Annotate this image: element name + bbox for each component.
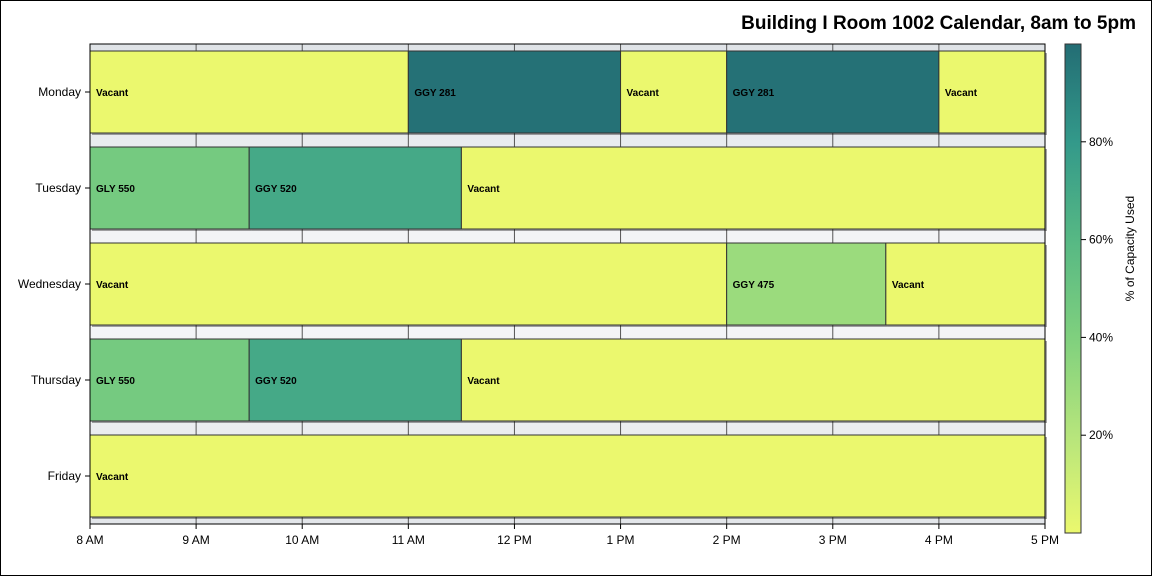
bar-label: Vacant xyxy=(96,472,129,483)
bar-label: GLY 550 xyxy=(96,184,135,195)
bar-label: Vacant xyxy=(467,184,500,195)
bar-label: Vacant xyxy=(892,280,925,291)
bar-thursday xyxy=(460,338,1046,422)
bar-label: GGY 475 xyxy=(733,280,775,291)
bar-label: Vacant xyxy=(627,88,660,99)
bar-label: Vacant xyxy=(467,376,500,387)
x-tick-label: 1 PM xyxy=(607,533,635,547)
bar-label: GGY 520 xyxy=(255,376,297,387)
bar-wednesday xyxy=(885,242,1046,326)
legend-tick-label: 40% xyxy=(1089,330,1113,344)
bar-label: GLY 550 xyxy=(96,376,135,387)
bar-tuesday xyxy=(89,146,250,230)
y-tick-label: Tuesday xyxy=(35,181,81,195)
x-tick-label: 12 PM xyxy=(497,533,532,547)
bar-wednesday xyxy=(89,242,728,326)
bar-monday xyxy=(407,50,622,134)
y-tick-label: Monday xyxy=(38,85,81,99)
bar-monday xyxy=(726,50,940,134)
x-tick-label: 8 AM xyxy=(76,533,103,547)
bar-label: Vacant xyxy=(96,280,129,291)
bar-label: GGY 281 xyxy=(414,88,456,99)
bar-monday xyxy=(620,50,728,134)
y-tick-label: Wednesday xyxy=(18,277,81,291)
x-tick-label: 11 AM xyxy=(392,533,425,547)
bar-tuesday xyxy=(248,146,462,230)
bar-thursday xyxy=(89,338,250,422)
x-tick-label: 9 AM xyxy=(182,533,209,547)
bar-label: Vacant xyxy=(96,88,129,99)
x-tick-label: 3 PM xyxy=(819,533,847,547)
bar-tuesday xyxy=(460,146,1046,230)
bar-monday xyxy=(89,50,409,134)
legend-tick-label: 60% xyxy=(1089,233,1113,247)
bar-label: GGY 281 xyxy=(733,88,775,99)
x-tick-label: 4 PM xyxy=(925,533,953,547)
x-tick-label: 10 AM xyxy=(285,533,319,547)
x-tick-label: 2 PM xyxy=(713,533,741,547)
bar-label: GGY 520 xyxy=(255,184,297,195)
bar-label: Vacant xyxy=(945,88,978,99)
y-tick-label: Thursday xyxy=(31,373,81,387)
chart-title: Building I Room 1002 Calendar, 8am to 5p… xyxy=(741,13,1136,34)
legend-tick-label: 80% xyxy=(1089,135,1113,149)
y-tick-label: Friday xyxy=(48,469,81,483)
x-tick-label: 5 PM xyxy=(1031,533,1059,547)
legend-tick-label: 20% xyxy=(1089,428,1113,442)
legend-color-bar xyxy=(1064,43,1082,534)
bar-wednesday xyxy=(726,242,887,326)
legend-title: % of Capacity Used xyxy=(1123,196,1137,301)
bar-friday xyxy=(89,434,1046,518)
